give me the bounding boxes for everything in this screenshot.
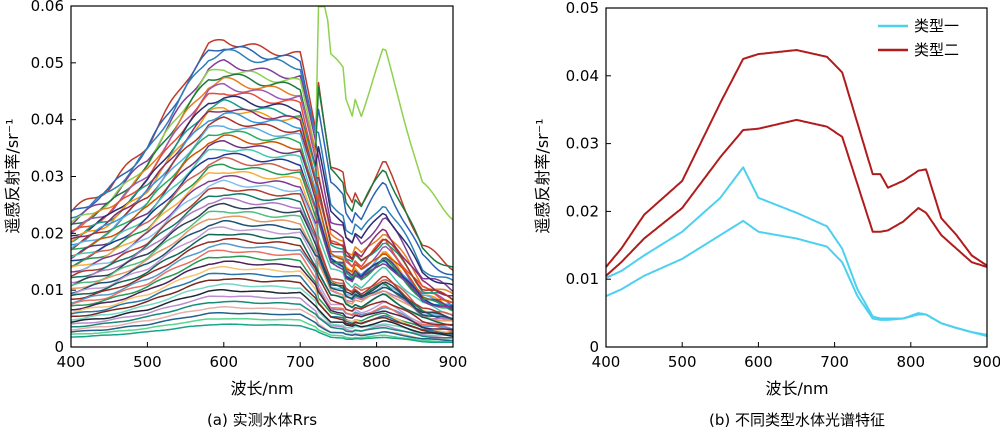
spectrum-line [70, 179, 454, 321]
x-tick-label: 800 [896, 353, 925, 371]
spectrum-line [70, 233, 453, 326]
spectrum-line [70, 39, 454, 271]
chart-a-x-ticks: 400 500 600 700 800 900 [57, 342, 468, 371]
x-tick-label: 500 [668, 353, 697, 371]
chart-b-y-ticks: 0 0.01 0.02 0.03 0.04 0.05 [566, 0, 611, 356]
series-line [605, 118, 988, 277]
spectrum-line [70, 134, 454, 304]
spectrum-line [70, 116, 454, 301]
x-tick-label: 700 [286, 353, 315, 371]
y-tick-label: 0.01 [31, 281, 64, 299]
x-tick-label: 800 [362, 353, 391, 371]
spectrum-line [71, 300, 454, 339]
chart-b-ylabel: 遥感反射率/sr⁻¹ [533, 118, 552, 233]
y-tick-label: 0.04 [566, 67, 599, 85]
spectrum-line [70, 202, 454, 321]
y-tick-label: 0 [589, 338, 599, 356]
y-tick-label: 0.06 [31, 0, 64, 15]
spectrum-line [70, 5, 454, 224]
y-tick-label: 0.03 [566, 135, 599, 153]
spectrum-line [70, 193, 454, 320]
y-tick-label: 0.03 [31, 168, 64, 186]
spectrum-line [70, 99, 454, 301]
chart-b-xlabel: 波长/nm [765, 379, 828, 398]
y-tick-label: 0.01 [566, 270, 599, 288]
chart-a-plot-area [70, 5, 454, 344]
spectrum-line [70, 82, 454, 307]
spectrum-line [70, 106, 454, 310]
chart-a-y-ticks: 0 0.01 0.02 0.03 0.04 0.05 0.06 [31, 0, 76, 356]
spectrum-line [70, 312, 454, 342]
y-tick-label: 0.05 [31, 54, 64, 72]
spectrum-line [70, 187, 454, 320]
spectrum-line [70, 323, 454, 344]
spectrum-line [70, 249, 454, 332]
chart-b-legend: 类型一 类型二 [878, 17, 959, 59]
chart-a-xlabel: 波长/nm [230, 379, 293, 398]
y-tick-label: 0.05 [566, 0, 599, 17]
chart-b-caption: (b) 不同类型水体光谱特征 [709, 411, 885, 429]
chart-b-x-ticks: 400 500 600 700 800 900 [592, 342, 1000, 371]
x-tick-label: 400 [57, 353, 86, 371]
chart-a-caption: (a) 实测水体Rrs [207, 411, 317, 429]
x-tick-label: 900 [439, 353, 468, 371]
series-line [605, 166, 988, 338]
x-tick-label: 600 [209, 353, 238, 371]
series-line [605, 49, 988, 268]
spectrum-line [70, 156, 454, 317]
spectrum-line [70, 260, 454, 331]
chart-b-frame [605, 7, 988, 348]
spectrum-line [70, 215, 454, 322]
x-tick-label: 700 [820, 353, 849, 371]
spectrum-line [70, 139, 454, 311]
spectrum-line [70, 272, 454, 336]
spectrum-line [70, 175, 454, 309]
spectrum-line [70, 45, 454, 276]
spectrum-line [70, 237, 454, 326]
series-line [605, 219, 988, 336]
spectrum-line [70, 163, 454, 312]
x-tick-label: 900 [973, 353, 1000, 371]
spectrum-line [70, 289, 454, 337]
chart-a: 400 500 600 700 800 900 0 0.01 0.02 0.03 0.04 0.05… [3, 0, 467, 429]
x-tick-label: 400 [592, 353, 621, 371]
spectrum-line [70, 278, 453, 335]
chart-a-ylabel: 遥感反射率/sr⁻¹ [3, 118, 22, 233]
spectrum-line [70, 219, 454, 321]
y-tick-label: 0.04 [31, 111, 64, 129]
spectrum-line [70, 317, 453, 343]
x-tick-label: 500 [133, 353, 162, 371]
legend-label-type1: 类型一 [914, 17, 959, 35]
y-tick-label: 0.02 [31, 224, 64, 242]
y-tick-label: 0 [54, 338, 64, 356]
spectrum-line [70, 255, 454, 333]
chart-b-plot-area [605, 49, 988, 338]
legend-label-type2: 类型二 [914, 41, 959, 59]
chart-b: 400 500 600 700 800 900 0 0.01 0.02 0.03 0.04 0.05… [533, 0, 1000, 429]
spectrum-line [70, 295, 453, 339]
spectrum-line [70, 148, 454, 316]
spectrum-line [70, 111, 454, 307]
spectrum-line [70, 197, 454, 321]
x-tick-label: 600 [744, 353, 773, 371]
spectrum-line [70, 48, 454, 281]
spectrum-line [70, 283, 454, 337]
y-tick-label: 0.02 [566, 202, 599, 220]
